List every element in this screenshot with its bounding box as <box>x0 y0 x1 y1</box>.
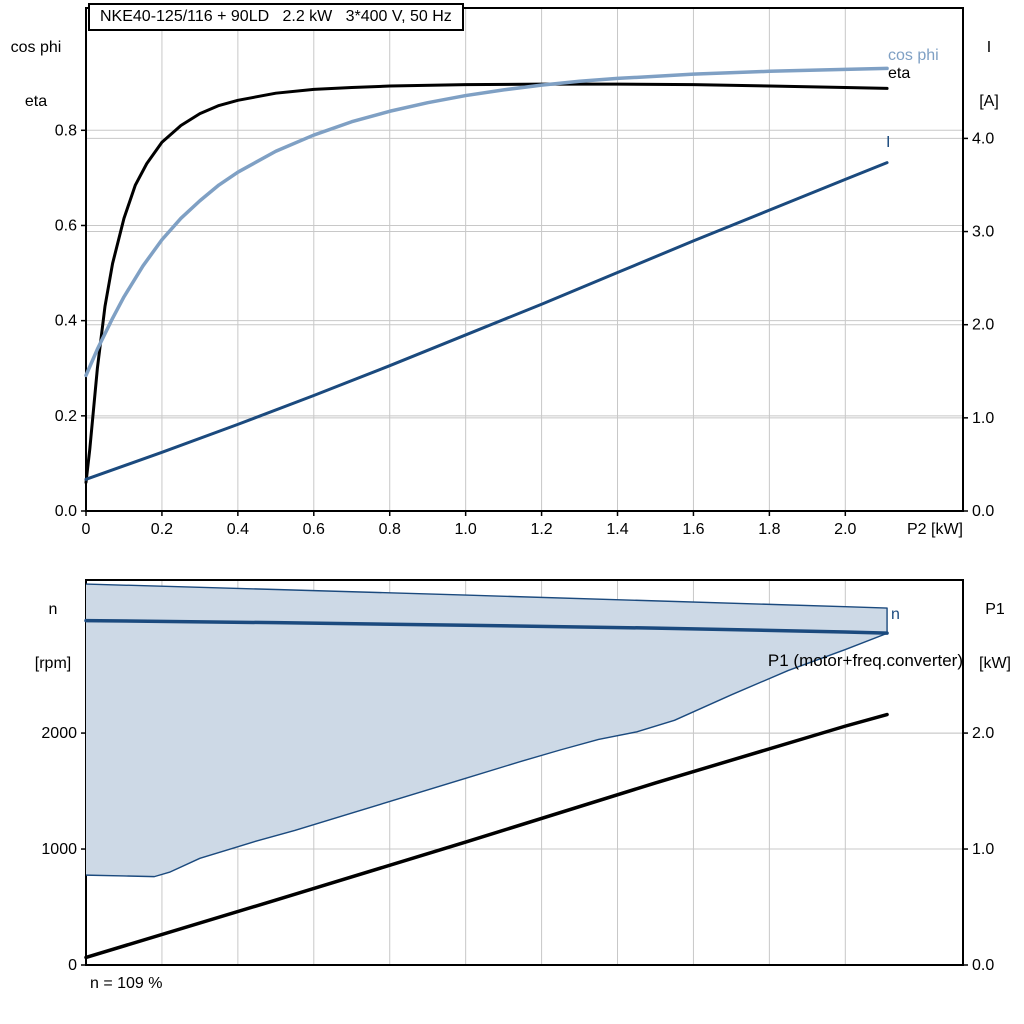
axis-label-eta: eta <box>24 93 48 110</box>
top-left-axis-unit: cos phi eta <box>4 3 68 147</box>
left-tick-label: 0.8 <box>55 122 77 139</box>
right-tick-label: 4.0 <box>972 130 994 147</box>
x-tick-label: 1.8 <box>758 521 780 538</box>
top-right-axis-unit: I [A] <box>966 3 1012 147</box>
x-axis-unit-label: P2 [kW] <box>907 521 963 538</box>
right-tick-label: 0.0 <box>972 503 994 520</box>
right-tick-label: 2.0 <box>972 317 994 334</box>
curve-label-current: I <box>886 134 891 151</box>
left-tick-label: 0.4 <box>55 313 77 330</box>
x-tick-label: 1.4 <box>606 521 628 538</box>
curve-label-eta: eta <box>888 65 911 82</box>
curve-label-p1: P1 (motor+freq.converter) <box>767 651 963 670</box>
bottom-left-axis-unit: n [rpm] <box>24 565 82 709</box>
speed-power-chart: 0 1000 2000 0.0 1.0 2.0 <box>41 579 994 974</box>
x-tick-label: 0.8 <box>379 521 401 538</box>
left-tick-label: 1000 <box>41 841 77 858</box>
curve-label-n: n <box>891 606 900 623</box>
speed-range-fill <box>86 584 888 877</box>
left-tick-label: 0.0 <box>55 503 77 520</box>
left-tick-label: 0.6 <box>55 217 77 234</box>
curve-n <box>84 618 889 635</box>
right-tick-label: 0.0 <box>972 957 994 974</box>
chart-title: NKE40-125/116 + 90LD 2.2 kW 3*400 V, 50 … <box>88 3 464 31</box>
left-tick-label: 0.2 <box>55 408 77 425</box>
axis-label-kw-unit: [kW] <box>979 655 1011 672</box>
x-tick-label: 0 <box>82 521 91 538</box>
curve-current <box>84 161 889 481</box>
right-tick-label: 1.0 <box>972 841 994 858</box>
axis-label-cos-phi: cos phi <box>10 39 62 56</box>
bottom-right-axis-unit: P1 [kW] <box>970 565 1020 709</box>
speed-percentage-note: n = 109 % <box>90 975 163 992</box>
curve-eta <box>84 82 889 484</box>
x-tick-label: 1.0 <box>455 521 477 538</box>
x-tick-label: 1.6 <box>682 521 704 538</box>
axis-label-n: n <box>48 601 58 618</box>
left-tick-label: 0 <box>68 957 77 974</box>
x-tick-label: 2.0 <box>834 521 856 538</box>
motor-performance-chart: 0 0.2 0.4 0.6 0.8 1.0 1.2 1.4 1.6 1.8 2.0 P2 [kW] 0.… <box>55 7 994 538</box>
axis-label-p1: P1 <box>985 601 1005 618</box>
curve-p1 <box>84 712 889 960</box>
right-tick-label: 2.0 <box>972 725 994 742</box>
curve-label-cos-phi: cos phi <box>888 47 939 64</box>
x-tick-label: 1.2 <box>530 521 552 538</box>
axis-label-ampere-unit: [A] <box>979 93 999 110</box>
right-tick-label: 1.0 <box>972 410 994 427</box>
right-tick-label: 3.0 <box>972 224 994 241</box>
plot-frame <box>85 7 964 512</box>
axis-label-current: I <box>986 39 992 56</box>
speed-range-outline <box>85 583 888 878</box>
x-tick-label: 0.6 <box>303 521 325 538</box>
x-tick-label: 0.2 <box>151 521 173 538</box>
left-tick-label: 2000 <box>41 725 77 742</box>
curve-cos-phi <box>84 66 889 378</box>
axis-label-rpm-unit: [rpm] <box>34 655 72 672</box>
x-tick-label: 0.4 <box>227 521 249 538</box>
